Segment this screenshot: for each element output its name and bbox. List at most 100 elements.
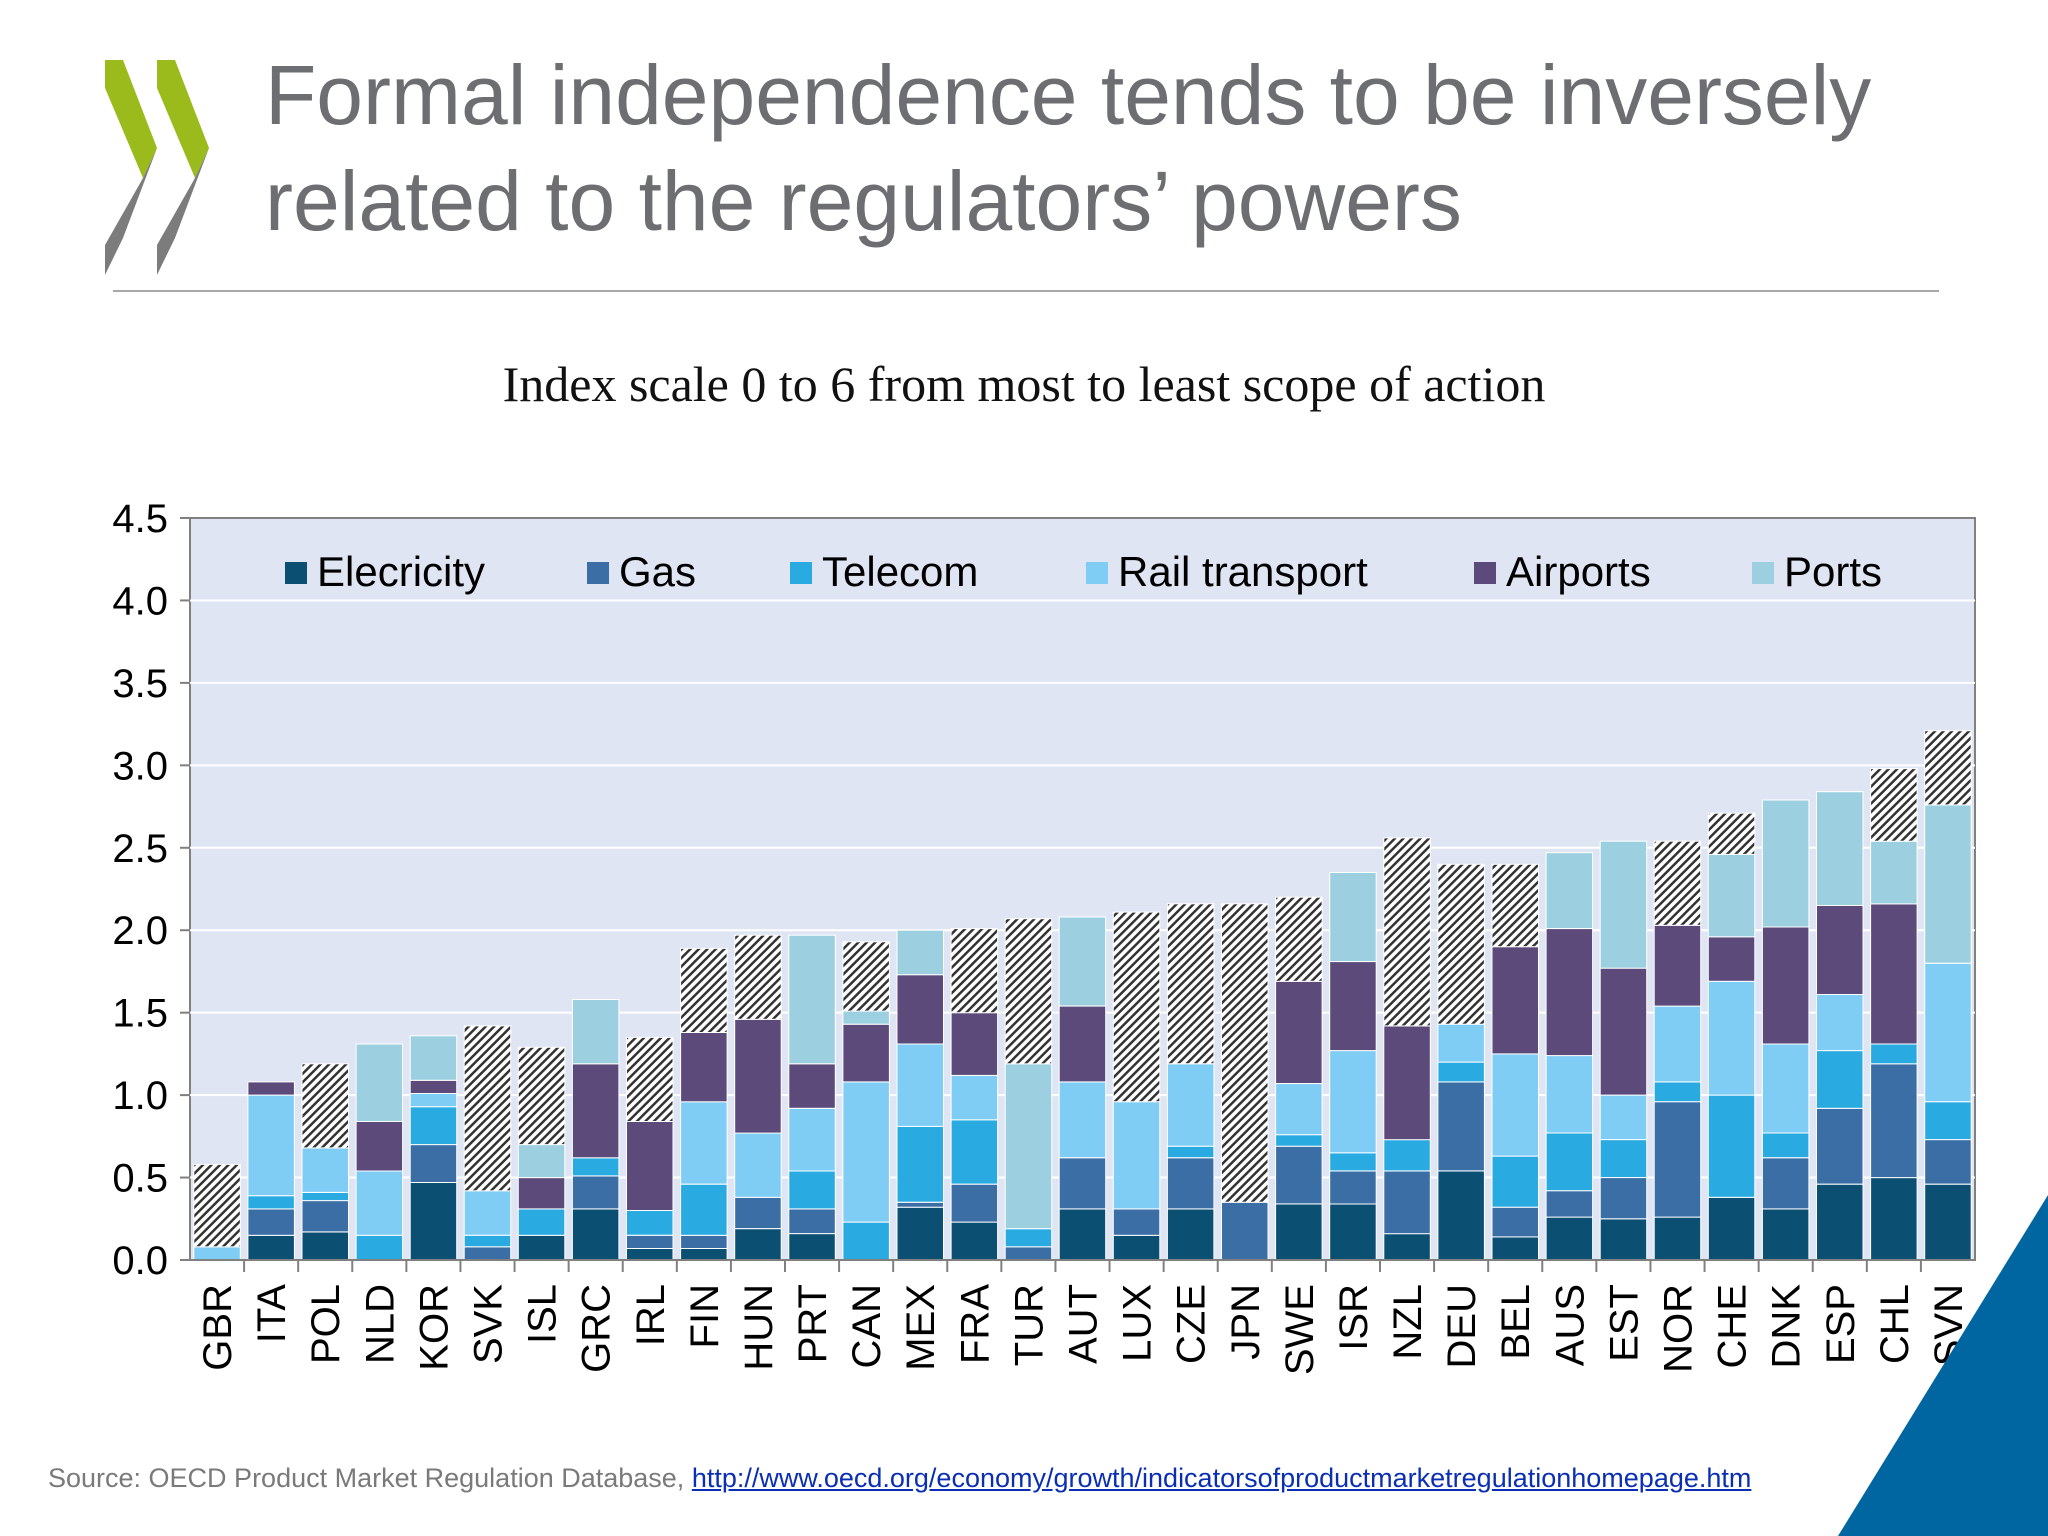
x-tick-label-DEU: DEU xyxy=(1440,1284,1484,1368)
bar-SVN-rail-transport xyxy=(1924,962,1972,1103)
bar-ESP-gas xyxy=(1816,1107,1864,1185)
x-tick-label-CZE: CZE xyxy=(1170,1284,1214,1364)
bar-EST-elecricity xyxy=(1599,1218,1648,1261)
chart-subtitle: Index scale 0 to 6 from most to least sc… xyxy=(502,356,1546,412)
bar-LUX-independence xyxy=(1112,911,1161,1103)
bar-SVN-independence xyxy=(1924,730,1972,806)
bar-ITA-elecricity xyxy=(247,1234,295,1261)
legend-swatch xyxy=(587,562,609,584)
bar-JPN-gas xyxy=(1221,1201,1269,1261)
bar-BEL-rail-transport xyxy=(1491,1053,1539,1157)
bar-CHL-airports xyxy=(1870,903,1918,1045)
bar-NOR-elecricity xyxy=(1653,1216,1702,1261)
bar-AUS-gas xyxy=(1545,1190,1594,1218)
source-prefix: Source: OECD Product Market Regulation D… xyxy=(48,1463,692,1493)
legend: Elecricity Gas Telecom Rail transport Airpor… xyxy=(285,548,1882,595)
bar-AUS-ports xyxy=(1545,852,1594,930)
source-link[interactable]: http://www.oecd.org/economy/growth/indic… xyxy=(691,1463,1752,1493)
bar-AUT-ports xyxy=(1058,916,1107,1007)
x-tick-label-SVK: SVK xyxy=(467,1284,511,1364)
bar-ESP-ports xyxy=(1816,791,1864,907)
x-tick-label-SWE: SWE xyxy=(1278,1284,1322,1375)
y-tick-label: 1.0 xyxy=(112,1074,168,1118)
bar-PRT-gas xyxy=(788,1208,836,1235)
bar-EST-gas xyxy=(1599,1177,1648,1220)
bar-MEX-elecricity xyxy=(896,1206,944,1261)
bar-SWE-gas xyxy=(1275,1145,1323,1205)
bar-PRT-ports xyxy=(788,934,836,1065)
title-divider xyxy=(113,290,1939,292)
y-tick-label: 3.0 xyxy=(112,744,168,788)
bar-SWE-airports xyxy=(1275,980,1323,1084)
x-tick-label-POL: POL xyxy=(304,1284,348,1364)
x-tick-label-IRL: IRL xyxy=(629,1284,673,1346)
y-tick-label: 0.5 xyxy=(112,1157,168,1201)
x-axis: GBR ITA POL NLD KOR SVK ISL GRC IRL FIN HUN PRT CAN M… xyxy=(190,1259,1975,1375)
legend-label: Telecom xyxy=(822,548,978,595)
bar-SVN-gas xyxy=(1924,1139,1972,1185)
bar-NZL-telecom xyxy=(1383,1139,1431,1172)
logo-chevron-gray-2 xyxy=(157,148,209,275)
x-tick-label-NLD: NLD xyxy=(358,1284,402,1364)
bar-PRT-rail-transport xyxy=(788,1107,836,1172)
bar-BEL-gas xyxy=(1491,1206,1539,1238)
bar-GRC-ports xyxy=(571,999,620,1065)
bar-FRA-independence xyxy=(950,928,999,1014)
bar-HUN-independence xyxy=(734,934,782,1020)
bar-FIN-airports xyxy=(680,1032,728,1103)
bar-FRA-rail-transport xyxy=(950,1074,999,1121)
legend-swatch xyxy=(1752,562,1774,584)
bar-CHE-rail-transport xyxy=(1707,980,1756,1096)
bar-FIN-independence xyxy=(680,947,728,1034)
logo-chevron-green-1 xyxy=(105,60,157,178)
bar-CZE-gas xyxy=(1166,1157,1215,1210)
x-tick-label-DNK: DNK xyxy=(1765,1284,1809,1369)
y-tick-label: 1.5 xyxy=(112,992,168,1036)
x-tick-label-GBR: GBR xyxy=(196,1284,240,1371)
bar-TUR-ports xyxy=(1004,1063,1053,1230)
source-note: Source: OECD Product Market Regulation D… xyxy=(48,1463,1751,1494)
bar-ISR-elecricity xyxy=(1329,1203,1377,1261)
bar-DNK-airports xyxy=(1761,926,1810,1045)
bar-SVN-telecom xyxy=(1924,1101,1972,1141)
bar-MEX-airports xyxy=(896,974,944,1045)
page-title: Formal independence tends to be inversel… xyxy=(265,48,1872,248)
y-axis: 0.0 0.5 1.0 1.5 2.0 2.5 3.0 3.5 4.0 4.5 xyxy=(112,497,190,1283)
bar-TUR-independence xyxy=(1004,918,1053,1065)
bar-FIN-telecom xyxy=(680,1183,728,1236)
x-tick-label-TUR: TUR xyxy=(1007,1284,1051,1366)
logo-chevron-gray-1 xyxy=(105,148,157,275)
bar-LUX-rail-transport xyxy=(1112,1101,1161,1210)
x-tick-label-NOR: NOR xyxy=(1657,1284,1701,1373)
bar-NOR-independence xyxy=(1653,840,1702,926)
x-tick-label-GRC: GRC xyxy=(575,1284,619,1373)
legend-label: Ports xyxy=(1784,548,1882,595)
stacked-bar-chart: 0.0 0.5 1.0 1.5 2.0 2.5 3.0 3.5 4.0 4.5 GBR ITA POL… xyxy=(112,497,1976,1375)
legend-label: Elecricity xyxy=(317,548,485,595)
bar-FRA-gas xyxy=(950,1183,999,1223)
x-tick-label-LUX: LUX xyxy=(1116,1284,1160,1362)
bar-CAN-rail-transport xyxy=(842,1081,890,1223)
legend-swatch xyxy=(790,562,812,584)
x-tick-label-FRA: FRA xyxy=(953,1284,997,1364)
bar-ESP-elecricity xyxy=(1816,1183,1864,1261)
bar-KOR-gas xyxy=(409,1144,458,1183)
x-tick-label-CHL: CHL xyxy=(1873,1284,1917,1364)
bar-ITA-airports xyxy=(247,1081,295,1096)
y-tick-label: 4.5 xyxy=(112,497,168,541)
bar-MEX-ports xyxy=(896,929,944,976)
bar-NOR-gas xyxy=(1653,1101,1702,1218)
bar-JPN-independence xyxy=(1221,903,1269,1203)
bar-ITA-rail-transport xyxy=(247,1094,295,1197)
x-tick-label-AUT: AUT xyxy=(1062,1284,1106,1364)
bar-SWE-independence xyxy=(1275,896,1323,982)
bar-KOR-telecom xyxy=(409,1106,458,1146)
bar-DNK-gas xyxy=(1761,1157,1810,1210)
bar-BEL-airports xyxy=(1491,946,1539,1055)
bar-DEU-rail-transport xyxy=(1437,1023,1485,1063)
bar-HUN-rail-transport xyxy=(734,1132,782,1198)
bar-CZE-independence xyxy=(1166,903,1215,1065)
bar-EST-ports xyxy=(1599,840,1648,969)
x-tick-label-EST: EST xyxy=(1602,1284,1646,1362)
